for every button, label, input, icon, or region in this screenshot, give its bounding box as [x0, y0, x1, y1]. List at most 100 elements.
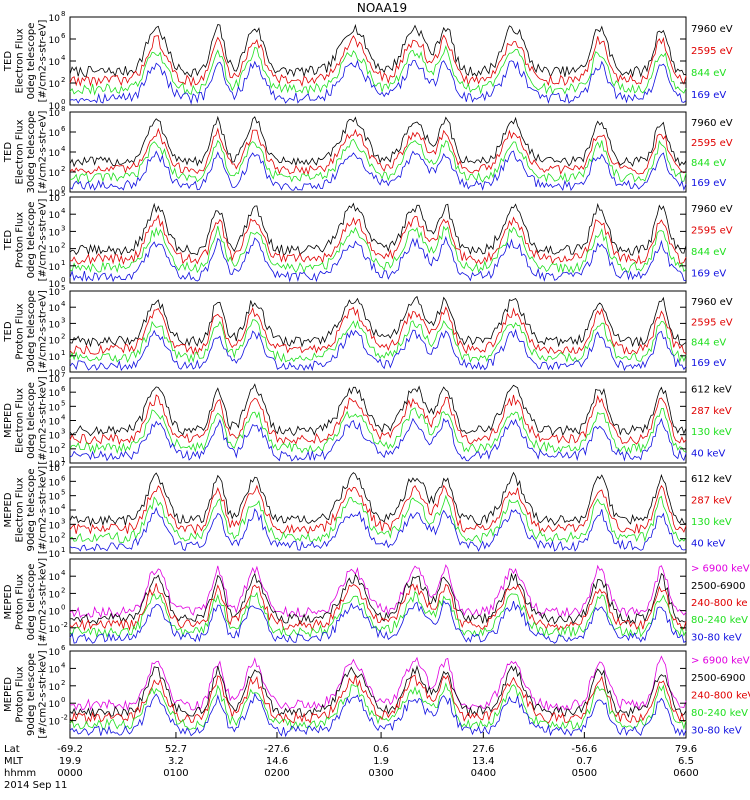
- y-axis-title-line: 90deg telescope: [26, 468, 37, 551]
- y-tick-exponent: 7: [61, 371, 65, 379]
- figure-title: NOAA19: [357, 1, 407, 15]
- y-tick-exponent: 7: [61, 460, 65, 468]
- series-trace: [69, 306, 687, 356]
- y-tick-label: 10: [49, 280, 61, 290]
- legend-entry: 7960 eV: [691, 24, 733, 35]
- y-tick-exponent: 1: [61, 456, 65, 464]
- series-trace: [69, 34, 687, 88]
- series-trace: [69, 235, 687, 283]
- y-tick-label: 10: [49, 246, 61, 256]
- y-tick-label: 10: [49, 625, 61, 635]
- y-tick-exponent: 8: [61, 105, 65, 113]
- y-tick-exponent: 6: [61, 32, 66, 40]
- legend-entry: 612 keV: [691, 474, 732, 485]
- y-tick-label: 10: [49, 337, 61, 347]
- panel-frame: [69, 290, 687, 373]
- legend-entry: 7960 eV: [691, 118, 733, 129]
- x-tick-label-hhmm: 0100: [163, 768, 188, 779]
- y-tick-exponent: 3: [61, 316, 65, 324]
- y-tick-label: 10: [49, 320, 61, 330]
- legend-entry: 240-800 keV: [691, 691, 750, 702]
- y-axis-title-line: MEPED: [3, 677, 14, 712]
- y-tick-label: 10: [49, 14, 61, 24]
- y-tick-exponent: 4: [61, 54, 66, 62]
- y-axis-title-line: Proton Flux: [15, 303, 26, 359]
- legend-entry: 30-80 keV: [691, 725, 742, 736]
- y-axis-title-line: MEPED: [3, 584, 14, 619]
- y-axis-title-line: [#/cm2-s-str-keV]: [38, 558, 49, 646]
- y-tick-label: 10: [49, 194, 61, 204]
- y-tick-label: 10: [49, 432, 61, 442]
- series-trace: [69, 471, 687, 527]
- x-tick-label-hhmm: 0400: [471, 768, 496, 779]
- y-tick-exponent: 2: [61, 165, 65, 173]
- y-axis-title-line: MEPED: [3, 403, 14, 438]
- y-tick-exponent: 6: [61, 644, 66, 652]
- panel-frame: [69, 558, 687, 646]
- legend-entry: > 6900 keV: [691, 656, 750, 667]
- legend-entry: 2595 eV: [691, 225, 733, 236]
- y-axis-title-line: 0deg telescope: [26, 564, 37, 641]
- y-tick-exponent: 5: [61, 190, 65, 198]
- y-tick-exponent: 4: [61, 207, 66, 215]
- y-axis-title-line: [#/cm2-s-str-eV]: [38, 290, 49, 373]
- y-axis-title-line: TED: [3, 51, 14, 72]
- legend-entry: 80-240 keV: [691, 708, 748, 719]
- y-axis-title-line: Electron Flux: [15, 119, 26, 184]
- legend-entry: 169 eV: [691, 268, 726, 279]
- y-axis-title-line: Electron Flux: [15, 28, 26, 93]
- legend-entry: 169 eV: [691, 90, 726, 101]
- series-trace: [69, 692, 687, 738]
- panel-frame: [69, 650, 687, 739]
- y-axis-title-line: MEPED: [3, 492, 14, 527]
- y-tick-label: 10: [49, 700, 61, 710]
- series-trace: [69, 328, 687, 372]
- y-tick-label: 10: [49, 58, 61, 68]
- x-tick-label-hhmm: 0200: [264, 768, 289, 779]
- y-tick-label: 10: [49, 149, 61, 159]
- y-tick-label: 10: [49, 493, 61, 503]
- series-trace: [69, 564, 687, 619]
- legend-entry: > 6900 keV: [691, 564, 750, 575]
- x-axis-row-label: hhmm: [4, 768, 36, 779]
- series-trace: [69, 214, 687, 266]
- y-axis-title-line: Proton Flux: [15, 666, 26, 722]
- y-tick-exponent: 2: [61, 586, 65, 594]
- series-trace: [69, 506, 687, 552]
- y-tick-label: 10: [49, 375, 61, 385]
- x-tick-label-mlt: 1.9: [373, 756, 389, 767]
- x-tick-label-lat: 79.6: [675, 744, 697, 755]
- series-trace: [69, 115, 687, 168]
- y-tick-label: 10: [49, 478, 61, 488]
- y-tick-exponent: 3: [61, 224, 65, 232]
- x-axis-row-label: MLT: [4, 756, 24, 767]
- legend-entry: 844 eV: [691, 158, 726, 169]
- legend-entry: 844 eV: [691, 338, 726, 349]
- series-trace: [69, 319, 687, 364]
- series-trace: [70, 655, 687, 712]
- x-tick-label-hhmm: 0300: [368, 768, 393, 779]
- y-tick-exponent: 2: [61, 76, 65, 84]
- legend-entry: 169 eV: [691, 178, 726, 189]
- series-trace: [69, 394, 687, 446]
- y-axis-title-line: [#/cm2-s-str-keV]: [38, 466, 49, 554]
- series-trace: [69, 494, 687, 544]
- y-tick-exponent: 0: [61, 185, 65, 193]
- x-tick-label-lat: 0.6: [373, 744, 389, 755]
- series-trace: [69, 674, 687, 725]
- y-tick-label: 10: [49, 718, 61, 728]
- y-axis-title-line: TED: [3, 230, 14, 251]
- series-trace: [69, 682, 687, 731]
- y-tick-exponent: 6: [61, 474, 66, 482]
- series-trace: [69, 583, 687, 632]
- y-tick-label: 10: [49, 228, 61, 238]
- x-tick-label-hhmm: 0500: [572, 768, 597, 779]
- y-tick-exponent: 2: [61, 442, 65, 450]
- y-tick-exponent: 4: [61, 569, 66, 577]
- y-tick-label: 10: [49, 460, 61, 470]
- y-tick-label: 10: [49, 507, 61, 517]
